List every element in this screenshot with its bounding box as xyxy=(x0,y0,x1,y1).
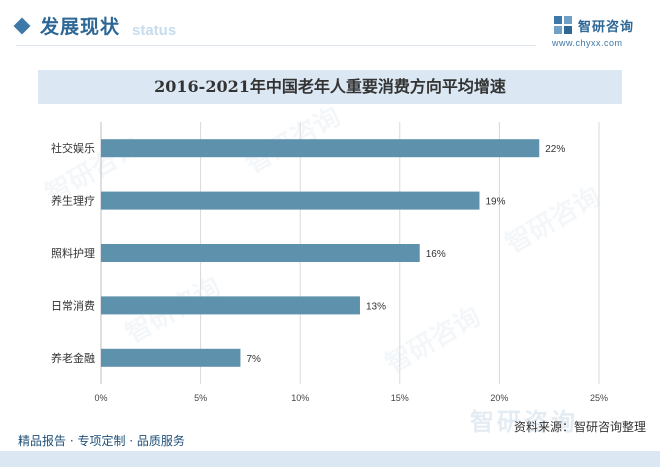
x-tick-label: 10% xyxy=(291,393,309,403)
brand-url: www.chyxx.com xyxy=(551,38,623,48)
value-label: 13% xyxy=(366,301,386,312)
value-label: 16% xyxy=(426,249,446,260)
category-label: 照料护理 xyxy=(51,246,95,260)
x-tick-label: 15% xyxy=(391,393,409,403)
x-tick-label: 25% xyxy=(590,393,608,403)
x-tick-label: 20% xyxy=(490,393,508,403)
category-label: 养老金融 xyxy=(51,351,95,365)
bar xyxy=(101,244,420,262)
chart-title-banner: 2016-2021年中国老年人重要消费方向平均增速 xyxy=(38,70,622,104)
bar xyxy=(101,191,480,210)
footer-bar xyxy=(0,451,660,467)
header-divider xyxy=(16,45,536,46)
category-label: 日常消费 xyxy=(51,298,95,312)
brand-logo-icon xyxy=(553,16,572,34)
source-note: 资料来源：智研咨询整理 xyxy=(514,420,647,434)
category-label: 养生理疗 xyxy=(51,194,95,208)
value-label: 22% xyxy=(545,144,565,155)
bar xyxy=(101,348,241,367)
value-label: 19% xyxy=(485,197,505,208)
chart-title: 2016-2021年中国老年人重要消费方向平均增速 xyxy=(154,77,506,96)
category-label: 社交娱乐 xyxy=(51,141,95,155)
section-subtitle: status xyxy=(132,22,177,39)
brand: 智研咨询 www.chyxx.com xyxy=(552,14,634,48)
bar-layer xyxy=(101,139,540,367)
brand-name: 智研咨询 xyxy=(577,19,634,35)
label-layer: 0% 5% 10% 15% 20% 25% 社交娱乐 22% 养生理疗 19% 照料护理 16% 日常消… xyxy=(51,141,608,403)
header: 发展现状 status 智研咨询 www.chyxx.com xyxy=(0,0,660,62)
footer-brand-watermark: 智研咨询 xyxy=(470,408,578,436)
footer-slogan: 精品报告 · 专项定制 · 品质服务 xyxy=(18,434,185,448)
bar xyxy=(101,139,540,158)
value-label: 7% xyxy=(246,354,261,365)
x-tick-label: 5% xyxy=(194,393,207,403)
x-tick-label: 0% xyxy=(94,393,107,403)
bar xyxy=(101,296,360,315)
section-title: 发展现状 xyxy=(40,16,121,38)
